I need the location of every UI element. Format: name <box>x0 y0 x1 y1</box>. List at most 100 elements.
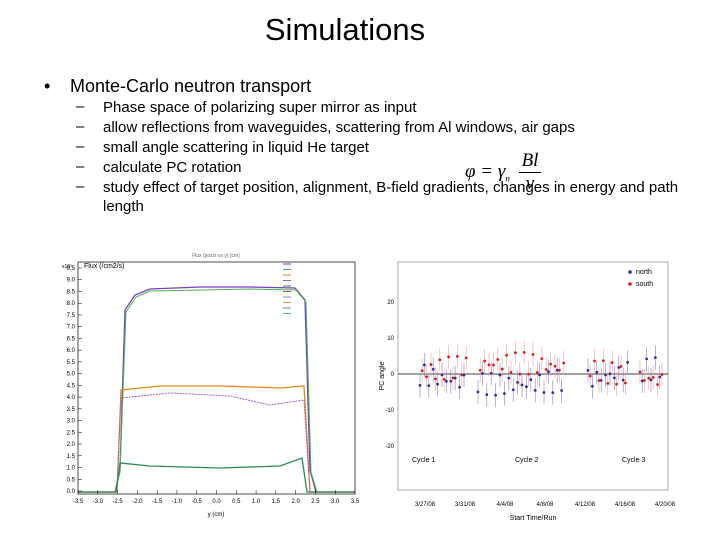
x-tick-label: 4/16/08 <box>615 502 636 508</box>
point <box>619 365 623 368</box>
sub-bullet: study effect of target position, alignme… <box>103 179 679 215</box>
point <box>649 378 653 382</box>
sub-bullet: Phase space of polarizing super mirror a… <box>103 99 417 116</box>
point <box>514 351 517 355</box>
point <box>643 379 646 382</box>
point <box>462 373 466 377</box>
x-tick-label: 4/12/08 <box>575 502 596 508</box>
slide-title: Simulations <box>264 12 426 47</box>
point <box>420 369 424 373</box>
y-tick-label: 20 <box>387 300 394 306</box>
point <box>562 361 566 365</box>
x-tick-label: 4/4/08 <box>497 502 514 508</box>
point <box>588 374 592 378</box>
y-tick-label: 8.5 <box>67 289 76 295</box>
y-scale: x10³ <box>62 264 72 270</box>
point <box>423 363 426 367</box>
point <box>621 378 625 382</box>
point <box>615 382 618 386</box>
point <box>464 356 468 360</box>
point <box>494 393 497 397</box>
point <box>434 377 437 381</box>
x-tick-label: -2.0 <box>132 499 143 505</box>
point <box>606 381 610 385</box>
sub-bullet: small angle scattering in liquid He targ… <box>103 139 369 156</box>
formula-sub: n <box>505 173 510 184</box>
x-tick-label: 3.5 <box>351 499 360 505</box>
point <box>531 353 535 356</box>
y-tick-label: 4.0 <box>67 395 76 401</box>
point <box>505 353 508 357</box>
numerator: Bl <box>518 150 542 173</box>
point <box>551 391 555 395</box>
y-tick-label: 7.0 <box>67 325 76 331</box>
x-tick-label: 3.0 <box>331 499 340 505</box>
point <box>660 373 664 376</box>
y-tick-label: 6.5 <box>67 336 76 342</box>
point <box>595 370 599 374</box>
point <box>602 359 605 363</box>
y-tick-label: 0 <box>391 372 395 378</box>
point <box>613 376 616 380</box>
x-tick-label: 4/20/08 <box>655 502 676 508</box>
point <box>604 373 607 377</box>
point <box>645 357 648 361</box>
point <box>511 388 515 392</box>
point <box>533 388 537 392</box>
point <box>507 376 511 380</box>
x-tick-label: -1.0 <box>172 499 183 505</box>
point <box>442 377 446 381</box>
point <box>489 371 493 375</box>
x-tick-label: 3/31/08 <box>455 502 476 508</box>
x-tick-label: 1.5 <box>272 499 281 505</box>
left-plot: Flux (pos/x vs y) (cm) Flux (/cm2/s) x10³ y… <box>62 253 360 518</box>
point <box>656 383 659 386</box>
point <box>481 372 484 375</box>
y-tick-label: 10 <box>387 336 394 342</box>
point <box>538 373 541 377</box>
point <box>586 368 590 372</box>
point <box>542 391 546 394</box>
point <box>547 370 550 374</box>
point <box>483 359 486 363</box>
dash: – <box>76 158 85 175</box>
y-tick-label: 8.0 <box>67 301 76 307</box>
y-tick-label: -20 <box>385 444 394 450</box>
point <box>597 379 601 383</box>
y-tick-label: 0.0 <box>67 489 76 495</box>
point <box>558 368 561 372</box>
denominator: v <box>525 173 535 194</box>
fraction: Bl v <box>518 150 542 195</box>
point <box>525 385 528 389</box>
legend-label: south <box>636 281 653 288</box>
point <box>647 376 651 380</box>
y-tick-label: 9.5 <box>67 266 76 272</box>
x-tick-label: -1.5 <box>152 499 163 505</box>
x-tick-label: 4/8/08 <box>537 502 554 508</box>
y-tick-label: 4.5 <box>67 383 76 389</box>
point <box>429 363 433 366</box>
dash: – <box>76 138 85 155</box>
point <box>427 384 431 388</box>
point <box>516 380 519 384</box>
y-tick-label: 1.5 <box>67 454 76 460</box>
left-frame <box>77 261 356 495</box>
y-tick-label: 5.5 <box>67 360 76 366</box>
point <box>492 363 495 367</box>
point <box>599 379 603 382</box>
y-tick-label: 3.0 <box>67 419 76 425</box>
point <box>509 370 513 374</box>
point <box>540 357 544 361</box>
point <box>485 393 489 397</box>
point <box>658 375 662 379</box>
curve <box>78 457 355 493</box>
point <box>549 362 552 366</box>
x-tick-label: -0.5 <box>192 499 203 505</box>
point <box>478 368 482 372</box>
right-plot: PC angle Start Time/Run 20 10 0 -10 -20 3/27/08… <box>379 261 676 522</box>
left-plot-title: Flux (pos/x vs y) (cm) <box>192 253 240 259</box>
y-tick-label: 9.0 <box>67 278 76 284</box>
x-tick-label: 0.5 <box>232 499 241 505</box>
